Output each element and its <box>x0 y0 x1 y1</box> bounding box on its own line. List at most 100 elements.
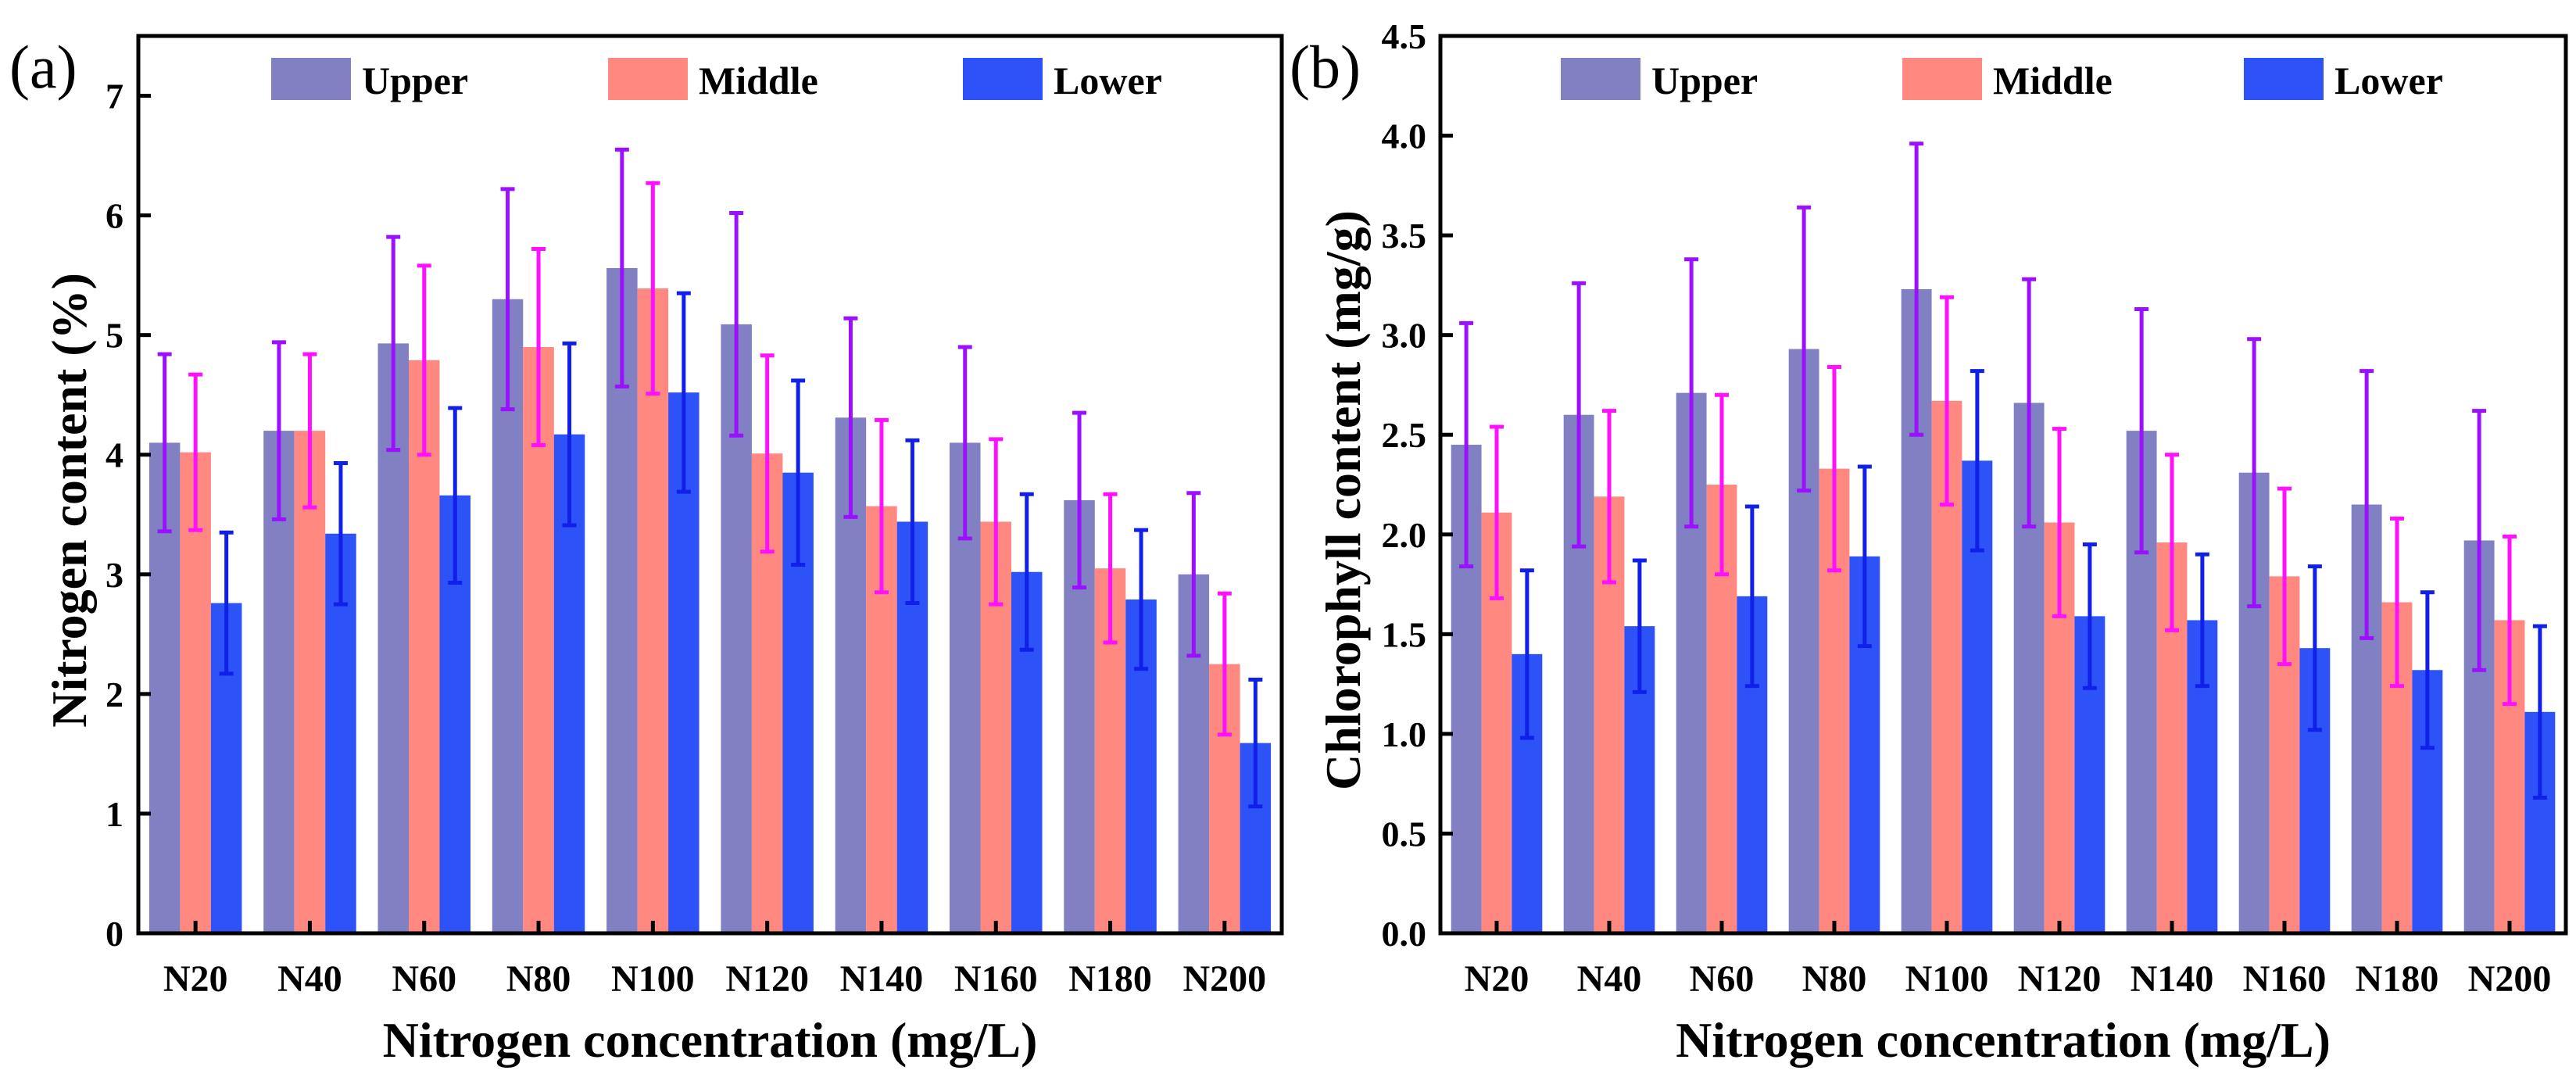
panel-label: (a) <box>9 33 77 101</box>
x-tick-label: N40 <box>1577 958 1642 1000</box>
x-axis-title: Nitrogen concentration (mg/L) <box>1676 1012 2331 1068</box>
y-tick-label: 1 <box>106 794 123 834</box>
y-tick-label: 2 <box>106 675 123 714</box>
error-bar <box>2277 486 2292 667</box>
panel-label: (b) <box>1290 33 1361 101</box>
error-bar <box>271 340 286 521</box>
error-bar <box>417 263 431 457</box>
x-tick-label: N180 <box>1068 958 1152 1000</box>
error-bar <box>905 438 920 606</box>
error-bar <box>874 417 889 595</box>
x-tick-label: N120 <box>725 958 809 1000</box>
y-tick-label: 1.5 <box>1382 614 1427 654</box>
error-bar <box>2390 516 2404 689</box>
y-tick-label: 0.5 <box>1382 814 1427 854</box>
error-bar <box>1072 410 1087 590</box>
legend-swatch-lower <box>963 58 1043 100</box>
legend-label-upper: Upper <box>362 59 468 102</box>
bar-middle <box>180 452 211 933</box>
y-tick-label: 3 <box>106 555 123 595</box>
y-tick-label: 1.0 <box>1382 714 1427 754</box>
error-bar <box>2420 590 2435 750</box>
error-bar <box>1103 492 1118 645</box>
error-bar <box>386 234 401 453</box>
x-tick-label: N20 <box>163 958 228 1000</box>
legend-swatch-middle <box>608 58 688 100</box>
chart-panel-a: 0 1 2 3 4 5 6 7 N20 N40 N60 N80 N100 N120 N140 N160 N180… <box>9 33 1284 1068</box>
error-bar <box>729 211 744 438</box>
error-bar <box>1217 591 1232 737</box>
error-bar <box>1744 504 1759 689</box>
legend: Upper Middle Lower <box>1561 58 2443 102</box>
error-bar <box>1857 464 1872 649</box>
error-bar <box>2532 624 2547 800</box>
x-tick-label: N100 <box>1905 958 1989 1000</box>
error-bar <box>1715 392 1729 577</box>
y-tick-label: 4 <box>106 435 123 475</box>
error-bar <box>562 341 577 528</box>
error-bar <box>760 353 775 554</box>
x-tick-label: N140 <box>2131 958 2214 1000</box>
error-bar <box>1134 528 1149 671</box>
error-bar <box>1684 257 1699 529</box>
x-tick-label: N20 <box>1465 958 1530 1000</box>
legend-swatch-middle <box>1902 58 1982 100</box>
error-bar <box>2472 409 2487 672</box>
x-tick-label: N200 <box>1183 958 1267 1000</box>
error-bar <box>1490 424 1504 600</box>
y-tick-label: 4.5 <box>1382 16 1427 56</box>
y-axis-title: Nitrogen content (%) <box>41 273 97 728</box>
x-tick-label: N60 <box>392 958 456 1000</box>
y-tick-label: 2.0 <box>1382 515 1427 555</box>
error-bar <box>2082 542 2097 690</box>
x-axis-title: Nitrogen concentration (mg/L) <box>383 1012 1038 1068</box>
error-bar <box>1827 364 1841 573</box>
error-bar <box>448 406 463 585</box>
x-tick-label: N140 <box>840 958 924 1000</box>
error-bar <box>2134 307 2149 555</box>
x-tick-label: N80 <box>506 958 571 1000</box>
error-bar <box>1970 369 1984 553</box>
x-tick-label: N200 <box>2468 958 2552 1000</box>
x-tick-label: N60 <box>1690 958 1755 1000</box>
error-bar <box>500 187 515 412</box>
legend-label-upper: Upper <box>1651 59 1758 102</box>
error-bar <box>1186 491 1201 658</box>
plot-frame <box>1438 34 2568 936</box>
legend-swatch-upper <box>271 58 351 100</box>
y-tick-label: 3.5 <box>1382 216 1427 256</box>
error-bar <box>843 316 858 519</box>
error-bar <box>1519 568 1534 740</box>
error-bar <box>1940 295 1954 507</box>
error-bar <box>2165 453 2179 632</box>
error-bar <box>1797 205 1812 493</box>
y-axis-title: Chlorophyll content (mg/g) <box>1315 210 1371 790</box>
y-tick-label: 0 <box>106 914 123 954</box>
error-bar <box>2247 337 2262 609</box>
error-bar <box>646 181 660 396</box>
error-bar <box>2052 427 2066 618</box>
error-bar <box>1632 558 1647 694</box>
x-tick-label: N160 <box>2243 958 2327 1000</box>
error-bar <box>219 530 234 676</box>
y-tick-label: 2.5 <box>1382 415 1427 455</box>
error-bar <box>302 352 317 510</box>
x-tick-label: N180 <box>2356 958 2439 1000</box>
bar-middle <box>294 431 326 933</box>
x-tick-label: N80 <box>1802 958 1867 1000</box>
x-tick-label: N120 <box>2018 958 2102 1000</box>
error-bar <box>2022 277 2037 529</box>
chart-panel-b: 0.0 0.5 1.0 1.5 2.0 2.5 3.0 3.5 4.0 4.5 N20 N40 N60 N… <box>1290 16 2568 1068</box>
legend-label-lower: Lower <box>1054 59 1162 102</box>
bar-middle <box>637 288 669 933</box>
error-bar <box>1019 492 1034 652</box>
legend-swatch-lower <box>2244 58 2324 100</box>
error-bar <box>957 345 972 541</box>
error-bar <box>1459 320 1474 569</box>
legend-label-middle: Middle <box>1993 59 2113 102</box>
error-bar <box>2360 369 2374 640</box>
x-tick-label: N40 <box>277 958 342 1000</box>
error-bar <box>989 437 1004 607</box>
error-bar <box>188 372 203 532</box>
